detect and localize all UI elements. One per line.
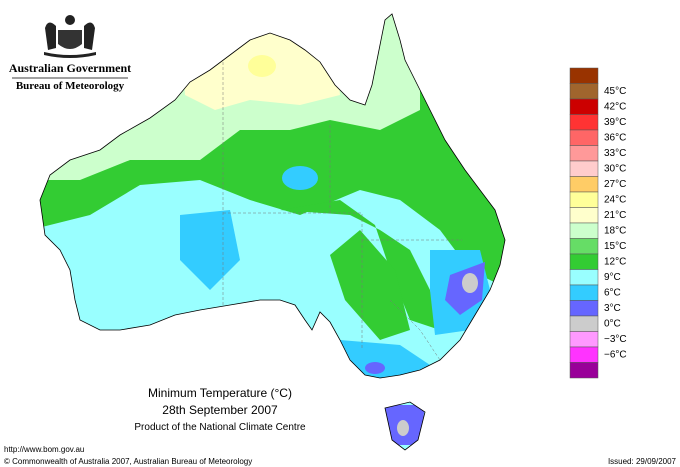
legend-swatch	[569, 114, 599, 131]
legend-label: 33°C	[604, 148, 626, 159]
legend-swatch	[569, 346, 599, 363]
state-borders	[222, 62, 462, 361]
legend-swatch	[569, 176, 599, 193]
map-product: Product of the National Climate Centre	[134, 422, 306, 433]
legend-swatch	[569, 145, 599, 162]
legend-swatch	[569, 129, 599, 146]
legend-label: −6°C	[604, 349, 627, 360]
footer-url: http://www.bom.gov.au	[4, 445, 84, 454]
legend-swatch	[569, 284, 599, 301]
legend-swatch	[569, 253, 599, 270]
legend-swatch	[569, 207, 599, 224]
legend-swatch	[569, 315, 599, 332]
legend-label: 12°C	[604, 256, 626, 267]
legend-label: 21°C	[604, 210, 626, 221]
coastline	[39, 13, 506, 451]
legend-label: 3°C	[604, 303, 621, 314]
legend-swatch	[569, 269, 599, 286]
map-date: 28th September 2007	[162, 403, 278, 417]
government-name: Australian Government	[9, 61, 131, 75]
map-title: Minimum Temperature (°C)	[148, 386, 292, 400]
legend-swatch	[569, 222, 599, 239]
legend: 45°C 42°C 39°C 36°C 33°C 30°C 27°C 24°C 21°C 18°C…	[569, 67, 627, 379]
legend-swatch	[569, 191, 599, 208]
legend-label: 45°C	[604, 86, 626, 97]
legend-label: 9°C	[604, 272, 621, 283]
legend-label: 6°C	[604, 287, 621, 298]
legend-swatch	[569, 67, 599, 84]
legend-label: 15°C	[604, 241, 626, 252]
legend-label: 24°C	[604, 194, 626, 205]
legend-label: 18°C	[604, 225, 626, 236]
legend-swatch	[569, 300, 599, 317]
legend-label: −3°C	[604, 334, 627, 345]
crest	[44, 15, 96, 58]
footer-issued: Issued: 29/09/2007	[608, 457, 677, 466]
agency-name: Bureau of Meteorology	[16, 80, 125, 92]
footer-copyright: © Commonwealth of Australia 2007, Austra…	[4, 457, 252, 466]
legend-swatch	[569, 83, 599, 100]
legend-label: 27°C	[604, 179, 626, 190]
legend-swatch	[569, 98, 599, 115]
legend-swatch	[569, 331, 599, 348]
legend-label: 42°C	[604, 101, 626, 112]
legend-label: 39°C	[604, 117, 626, 128]
legend-label: 30°C	[604, 163, 626, 174]
legend-swatch	[569, 160, 599, 177]
legend-swatch	[569, 238, 599, 255]
legend-label: 0°C	[604, 318, 621, 329]
legend-swatch	[569, 362, 599, 379]
legend-label: 36°C	[604, 132, 626, 143]
